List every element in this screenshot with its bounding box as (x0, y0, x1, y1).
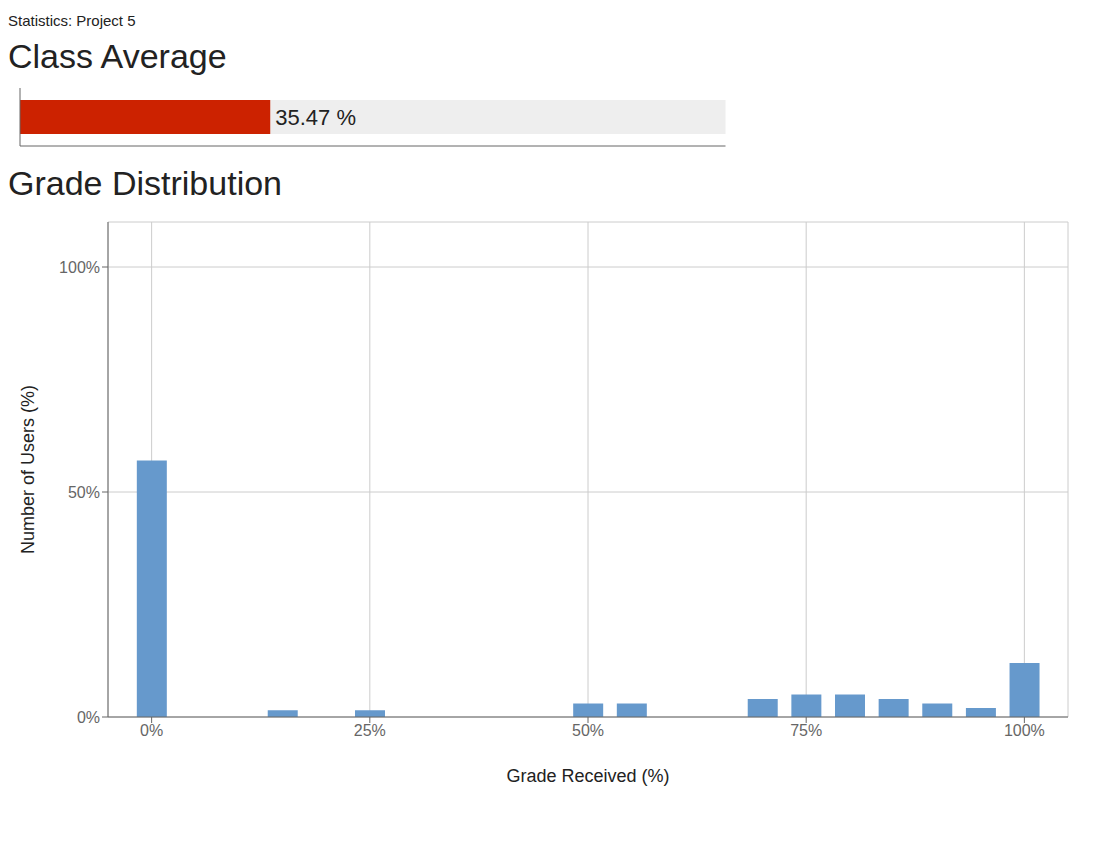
html-text:Statistics: Project 5: Statistics: Project 5 (8, 12, 136, 29)
svg-text:25%: 25% (354, 722, 386, 739)
html-text:Grade Distribution: Grade Distribution (8, 164, 282, 202)
svg-text:100%: 100% (59, 259, 100, 276)
svg-text:35.47 %: 35.47 % (275, 105, 356, 130)
svg-text:75%: 75% (790, 722, 822, 739)
svg-text:0%: 0% (140, 722, 163, 739)
html-text:Class Average: Class Average (8, 37, 227, 75)
svg-text:Number of Users (%): Number of Users (%) (18, 385, 38, 554)
svg-text:Grade Received (%): Grade Received (%) (506, 766, 669, 786)
svg-text:50%: 50% (68, 484, 100, 501)
svg-text:50%: 50% (572, 722, 604, 739)
svg-text:100%: 100% (1004, 722, 1045, 739)
svg-text:0%: 0% (77, 709, 100, 726)
